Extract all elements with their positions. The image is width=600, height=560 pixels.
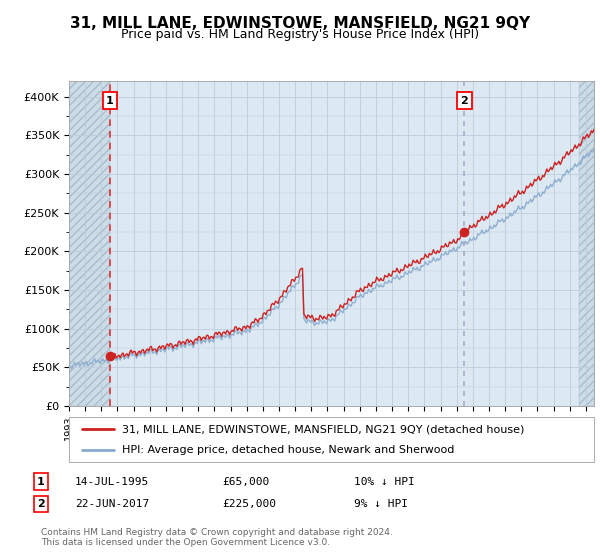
Text: 9% ↓ HPI: 9% ↓ HPI: [354, 499, 408, 509]
Bar: [580, 81, 594, 406]
Text: 10% ↓ HPI: 10% ↓ HPI: [354, 477, 415, 487]
Text: 31, MILL LANE, EDWINSTOWE, MANSFIELD, NG21 9QY: 31, MILL LANE, EDWINSTOWE, MANSFIELD, NG…: [70, 16, 530, 31]
Text: 2: 2: [460, 96, 468, 105]
Text: 2: 2: [37, 499, 44, 509]
Text: Price paid vs. HM Land Registry's House Price Index (HPI): Price paid vs. HM Land Registry's House …: [121, 28, 479, 41]
Text: 22-JUN-2017: 22-JUN-2017: [75, 499, 149, 509]
Text: Contains HM Land Registry data © Crown copyright and database right 2024.
This d: Contains HM Land Registry data © Crown c…: [41, 528, 392, 547]
Bar: [69, 81, 110, 406]
Text: £225,000: £225,000: [222, 499, 276, 509]
Text: £65,000: £65,000: [222, 477, 269, 487]
Text: 31, MILL LANE, EDWINSTOWE, MANSFIELD, NG21 9QY (detached house): 31, MILL LANE, EDWINSTOWE, MANSFIELD, NG…: [121, 424, 524, 435]
Text: HPI: Average price, detached house, Newark and Sherwood: HPI: Average price, detached house, Newa…: [121, 445, 454, 455]
Text: 14-JUL-1995: 14-JUL-1995: [75, 477, 149, 487]
Text: 1: 1: [37, 477, 44, 487]
Text: 1: 1: [106, 96, 114, 105]
